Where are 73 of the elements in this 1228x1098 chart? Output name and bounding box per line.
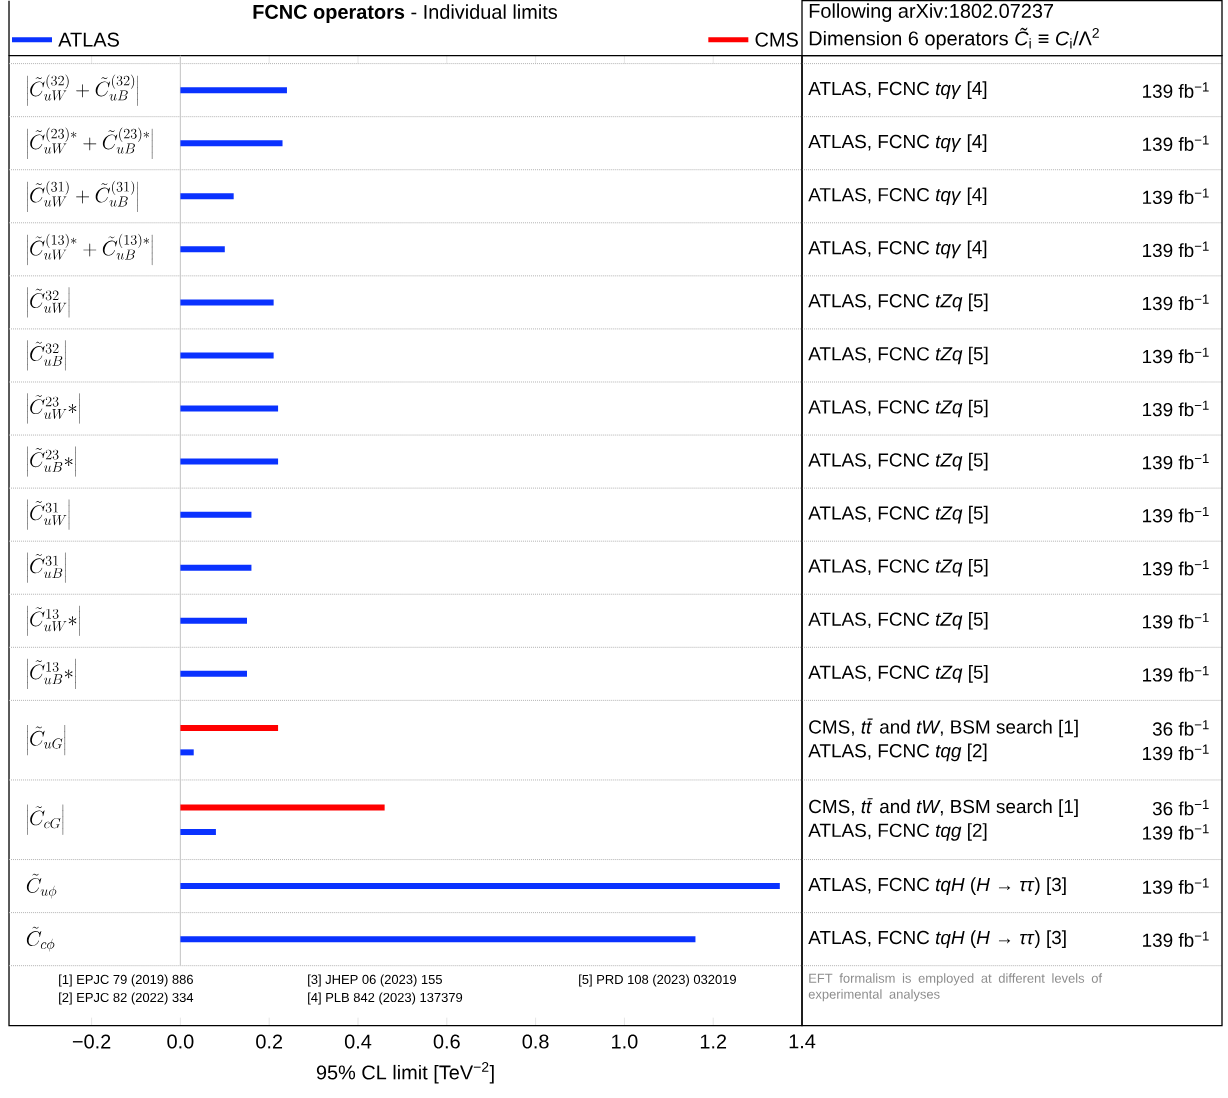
text: [4] PLB 842 (2023) 137379: [308, 992, 463, 1005]
x-tick-label: 0.2: [256, 1034, 283, 1049]
x-tick-label: 1.0: [612, 1034, 638, 1049]
x-tick-label: 0.6: [433, 1034, 460, 1049]
y-tick-label: $\left|\tilde{C}^{32}_{uB}\right|$: [27, 340, 66, 371]
y-tick-label: $\left|\tilde{C}^{(23)*}_{uW} + \tilde{C}^{(23)*}_{uB}\right|$: [27, 127, 153, 160]
legend-label: CMS: [755, 32, 798, 47]
text: EFT formalism is employed at different levels of experimental analyses: [808, 973, 1103, 1002]
text: ATLAS, FCNC tqH (H → ττ) [3]: [808, 877, 1066, 896]
text: ATLAS, FCNC tqγ [4]: [808, 187, 987, 206]
text: Dimension 6 operators C̃$_{i}$ ≡ C$_{i}$/Λ$^{2}$: [809, 27, 1099, 50]
text: 139 fb$^{−1}$: [1143, 613, 1209, 629]
text: 139 fb$^{−1}$: [1143, 454, 1209, 470]
x-tick-label: 1.4: [789, 1034, 816, 1049]
y-tick-label: $\left|\tilde{C}^{(32)}_{uW} + \tilde{C}^{(32)}_{uB}\right|$: [27, 74, 138, 107]
legend-label: ATLAS: [58, 32, 119, 47]
text: 36 fb$^{−1}$: [1152, 799, 1209, 816]
text: ATLAS, FCNC tZq [5]: [808, 293, 988, 312]
text: 139 fb$^{−1}$: [1143, 294, 1209, 311]
x-tick-label: 1.2: [700, 1034, 727, 1049]
text: [3] JHEP 06 (2023) 155: [308, 974, 442, 987]
text: 139 fb$^{−1}$: [1143, 824, 1209, 840]
text: 139 fb$^{−1}$: [1143, 666, 1209, 682]
text: ATLAS, FCNC tqγ [4]: [808, 134, 987, 153]
y-tick-label: $\left|\tilde{C}^{32}_{uW}\right|$: [27, 287, 70, 318]
text: ATLAS, FCNC tqg [2]: [808, 823, 987, 841]
text: ATLAS, FCNC tqγ [4]: [808, 81, 987, 100]
text: 139 fb$^{−1}$: [1143, 82, 1209, 99]
text: ATLAS, FCNC tZq [5]: [808, 665, 988, 683]
text: ATLAS, FCNC tqg [2]: [808, 743, 987, 762]
text: 139 fb$^{−1}$: [1143, 241, 1209, 258]
y-tick-label: $\left|\tilde{C}^{23}_{uB}*\right|$: [27, 446, 76, 477]
text: [2] EPJC 82 (2022) 334: [59, 992, 194, 1005]
y-tick-label: $\left|\tilde{C}^{23}_{uW}*\right|$: [27, 393, 80, 424]
text: ATLAS, FCNC tZq [5]: [808, 506, 988, 524]
y-tick-label: $\left|\tilde{C}_{uG}\right|$: [27, 725, 66, 756]
x-tick-label: 0.8: [522, 1034, 549, 1049]
y-tick-label: $\left|\tilde{C}_{cG}\right|$: [27, 804, 64, 836]
text: 139 fb$^{−1}$: [1143, 878, 1209, 895]
y-tick-label: $\tilde{C}_{c\phi}$: [26, 927, 55, 952]
y-tick-label: $\left|\tilde{C}^{(13)*}_{uW} + \tilde{C}^{(13)*}_{uB}\right|$: [27, 233, 153, 266]
text: ATLAS, FCNC tZq [5]: [808, 612, 988, 630]
text: 36 fb$^{−1}$: [1152, 720, 1209, 736]
text: 139 fb$^{−1}$: [1143, 744, 1209, 761]
chart-title: FCNC operators - Individual limits: [253, 4, 558, 24]
text: 139 fb$^{−1}$: [1143, 135, 1209, 152]
text: ATLAS, FCNC tZq [5]: [808, 399, 988, 418]
text: CMS, tt̄ and tW, BSM search [1]: [809, 798, 1078, 818]
y-tick-label: $\left|\tilde{C}^{31}_{uW}\right|$: [27, 499, 70, 530]
x-axis-title: 95% CL limit [TeV$^{−2}$]: [316, 1062, 494, 1084]
text: 139 fb$^{−1}$: [1143, 560, 1209, 576]
text: 139 fb$^{−1}$: [1143, 931, 1209, 948]
text: 139 fb$^{−1}$: [1143, 400, 1209, 417]
y-tick-label: $\tilde{C}_{u\phi}$: [26, 873, 57, 899]
x-tick-label: −0.2: [72, 1034, 111, 1049]
y-tick-label: $\left|\tilde{C}^{31}_{uB}\right|$: [27, 552, 66, 584]
text: ATLAS, FCNC tqH (H → ττ) [3]: [808, 930, 1066, 949]
y-tick-label: $\left|\tilde{C}^{13}_{uB}*\right|$: [27, 658, 76, 690]
text: 139 fb$^{−1}$: [1143, 188, 1209, 205]
text: 139 fb$^{−1}$: [1143, 507, 1209, 523]
x-tick-label: 0.0: [167, 1034, 194, 1049]
text: CMS, tt̄ and tW, BSM search [1]: [809, 718, 1078, 738]
text: 139 fb$^{−1}$: [1143, 347, 1209, 364]
text: [5] PRD 108 (2023) 032019: [579, 974, 736, 987]
text: ATLAS, FCNC tqγ [4]: [808, 240, 987, 259]
text: ATLAS, FCNC tZq [5]: [808, 452, 988, 471]
y-tick-label: $\left|\tilde{C}^{13}_{uW}*\right|$: [27, 605, 80, 637]
text: Following arXiv:1802.07237: [809, 3, 1054, 23]
x-tick-label: 0.4: [344, 1034, 372, 1049]
y-tick-label: $\left|\tilde{C}^{(31)}_{uW} + \tilde{C}^{(31)}_{uB}\right|$: [27, 180, 138, 213]
text: [1] EPJC 79 (2019) 886: [59, 974, 193, 987]
text: ATLAS, FCNC tZq [5]: [808, 559, 988, 577]
text: ATLAS, FCNC tZq [5]: [808, 346, 988, 365]
